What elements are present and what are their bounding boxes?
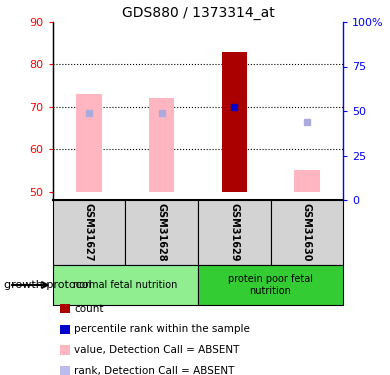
Text: percentile rank within the sample: percentile rank within the sample <box>74 324 250 334</box>
Text: protein poor fetal
nutrition: protein poor fetal nutrition <box>228 274 313 296</box>
Text: GSM31628: GSM31628 <box>157 203 167 262</box>
Text: growth protocol: growth protocol <box>4 280 92 290</box>
Text: count: count <box>74 304 104 314</box>
Bar <box>294 170 319 192</box>
Bar <box>53 265 198 305</box>
Title: GDS880 / 1373314_at: GDS880 / 1373314_at <box>122 6 274 20</box>
Bar <box>198 200 271 265</box>
Text: normal fetal nutrition: normal fetal nutrition <box>73 280 177 290</box>
Text: GSM31630: GSM31630 <box>302 203 312 262</box>
Bar <box>76 94 102 192</box>
Text: rank, Detection Call = ABSENT: rank, Detection Call = ABSENT <box>74 366 234 375</box>
Bar <box>271 200 343 265</box>
Text: GSM31629: GSM31629 <box>229 203 239 262</box>
Bar <box>198 265 343 305</box>
Text: GSM31627: GSM31627 <box>84 203 94 262</box>
Bar <box>53 200 125 265</box>
Text: value, Detection Call = ABSENT: value, Detection Call = ABSENT <box>74 345 239 355</box>
Bar <box>222 52 247 192</box>
Bar <box>125 200 198 265</box>
Bar <box>149 98 174 192</box>
